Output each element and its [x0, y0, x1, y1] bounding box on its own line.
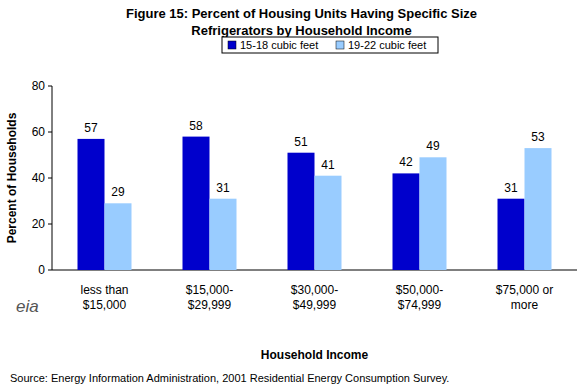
- text-line: $50,000-: [396, 283, 443, 297]
- x-axis-title: Household Income: [261, 348, 369, 362]
- data-label: 53: [531, 130, 545, 144]
- text-line: less than: [80, 283, 128, 297]
- data-label: 29: [111, 185, 125, 199]
- text-line: Refrigerators by Household Income: [191, 23, 411, 38]
- text-line: $49,999: [293, 298, 337, 312]
- data-label: 42: [399, 155, 413, 169]
- data-label: 51: [294, 135, 308, 149]
- x-tick-label: $30,000-$49,999: [291, 283, 338, 312]
- bar: [105, 203, 132, 270]
- legend-swatch: [228, 41, 236, 49]
- logo: eia: [16, 297, 39, 316]
- legend-label: 19-22 cubic feet: [348, 39, 426, 51]
- text-line: $75,000 or: [496, 283, 553, 297]
- y-axis-title: Percent of Households: [5, 112, 19, 243]
- bar: [183, 137, 210, 270]
- bar: [78, 139, 105, 270]
- y-tick-label: 0: [38, 263, 45, 277]
- y-tick-label: 80: [32, 79, 46, 93]
- y-tick: [48, 224, 52, 225]
- legend-label: 15-18 cubic feet: [240, 39, 318, 51]
- legend-swatch: [336, 41, 344, 49]
- title: Figure 15: Percent of Housing Units Havi…: [126, 6, 477, 38]
- bar: [420, 157, 447, 270]
- data-label: 31: [216, 181, 230, 195]
- x-tick-label: $50,000-$74,999: [396, 283, 443, 312]
- text-line: $15,000-: [186, 283, 233, 297]
- data-label: 41: [321, 158, 335, 172]
- y-tick-label: 20: [32, 217, 46, 231]
- y-axis: 0 20 40 60 80: [32, 79, 52, 277]
- data-label: 57: [84, 121, 98, 135]
- y-tick: [48, 86, 52, 87]
- data-label: 49: [426, 139, 440, 153]
- bar: [393, 173, 420, 270]
- legend-box: [222, 37, 438, 53]
- bar: [210, 199, 237, 270]
- x-tick-label: $75,000 ormore: [496, 283, 553, 312]
- x-tick-label: less than$15,000: [80, 283, 128, 312]
- data-label: 31: [504, 181, 518, 195]
- bar: [525, 148, 552, 270]
- y-tick-label: 60: [32, 125, 46, 139]
- x-tick-label: $15,000-$29,999: [186, 283, 233, 312]
- data-label: 58: [189, 119, 203, 133]
- text-line: more: [511, 298, 539, 312]
- legend: 15-18 cubic feet 19-22 cubic feet: [222, 37, 438, 53]
- bar: [288, 153, 315, 270]
- y-tick-label: 40: [32, 171, 46, 185]
- y-tick: [48, 132, 52, 133]
- text-line: $29,999: [188, 298, 232, 312]
- data-labels: 57 29 58 31 51 41 42 49 31 53: [84, 119, 545, 200]
- text-line: Figure 15: Percent of Housing Units Havi…: [126, 6, 477, 21]
- bar: [498, 199, 525, 270]
- bars: [78, 137, 552, 270]
- text-line: $30,000-: [291, 283, 338, 297]
- y-tick: [48, 270, 52, 271]
- chart: Figure 15: Percent of Housing Units Havi…: [0, 0, 587, 389]
- y-tick: [48, 178, 52, 179]
- source-note: Source: Energy Information Administratio…: [10, 372, 449, 384]
- text-line: $15,000: [83, 298, 127, 312]
- text-line: $74,999: [398, 298, 442, 312]
- bar: [315, 176, 342, 270]
